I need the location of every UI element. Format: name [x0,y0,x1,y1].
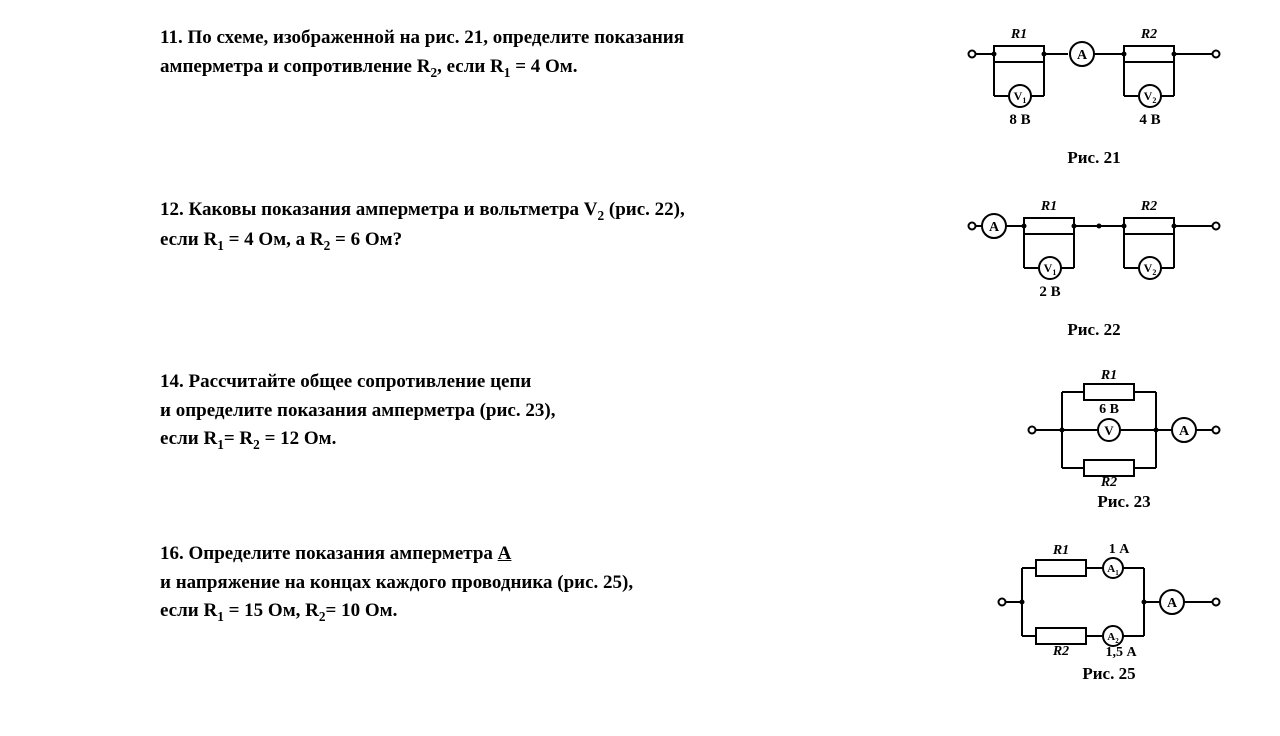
p14-l3a: если R [160,428,217,449]
problem-14: 14. Рассчитайте общее сопротивление цепи… [160,368,1224,512]
f25-r1-label: R1 [1052,543,1069,558]
f21-v2-reading: 4 В [1139,112,1160,128]
figure-21: R1 R2 А V1 V2 8 В 4 В Рис. 21 [964,24,1224,168]
f21-ammeter-label: А [1077,48,1088,63]
f25-a-label: А [1167,596,1178,611]
figure-23-caption: Рис. 23 [1024,492,1224,512]
f25-a2-label: А2 [1107,631,1119,645]
p14-l3b: = R [224,428,253,449]
p11-line2b: , если R [437,56,504,77]
problem-16-number: 16. [160,543,184,564]
p12-l2a: если R [160,229,217,250]
p16-l3s1: 1 [217,609,224,624]
p14-l2: и определите показания амперметра (рис. … [160,400,555,421]
f22-r1-label: R1 [1040,199,1057,214]
p16-l3a: если R [160,600,217,621]
figure-25: R1 R2 А1 А2 А 1 А 1,5 А Рис. 25 [994,540,1224,684]
p14-l3s2: 2 [253,437,260,452]
p12-l1a: Каковы показания амперметра и вольтметра… [189,199,598,220]
f25-r2-label: R2 [1052,644,1069,659]
f25-a1-reading: 1 А [1109,542,1131,557]
p12-l2c: = 6 Ом? [330,229,402,250]
p16-l3s2: 2 [319,609,326,624]
problem-11-number: 11. [160,27,183,48]
p14-l3s1: 1 [217,437,224,452]
page: 11. По схеме, изображенной на рис. 21, о… [0,0,1280,736]
circuit-22-svg: R1 R2 А V1 V2 2 В [964,196,1224,316]
p14-l1: Рассчитайте общее сопротивление цепи [189,371,532,392]
circuit-23-svg: R1 R2 6 В V А [1024,368,1224,488]
p16-l1a: Определите показания амперметра [189,543,498,564]
f22-v2-label: V2 [1144,261,1157,277]
problem-12-text: 12. Каковы показания амперметра и вольтм… [160,196,940,255]
p16-l3b: = 15 Ом, R [224,600,319,621]
circuit-21-svg: R1 R2 А V1 V2 8 В 4 В [964,24,1224,144]
problem-12: 12. Каковы показания амперметра и вольтм… [160,196,1224,340]
figure-22-caption: Рис. 22 [964,320,1224,340]
p11-line2c: = 4 Ом. [510,56,577,77]
problem-16: 16. Определите показания амперметра А и … [160,540,1224,684]
problem-14-number: 14. [160,371,184,392]
f23-v-label: V [1104,423,1114,438]
f21-r2-label: R2 [1140,27,1157,42]
figure-22: R1 R2 А V1 V2 2 В Рис. 22 [964,196,1224,340]
p16-l3c: = 10 Ом. [326,600,398,621]
f21-v1-reading: 8 В [1009,112,1030,128]
p11-line2a: амперметра и сопротивление R [160,56,430,77]
p12-l2b: = 4 Ом, а R [224,229,324,250]
p11-line1: По схеме, изображенной на рис. 21, опред… [187,27,684,48]
problem-11: 11. По схеме, изображенной на рис. 21, о… [160,24,1224,168]
p14-l3c: = 12 Ом. [260,428,337,449]
problem-12-number: 12. [160,199,184,220]
figure-23: R1 R2 6 В V А Рис. 23 [1024,368,1224,512]
circuit-25-svg: R1 R2 А1 А2 А 1 А 1,5 А [994,540,1224,660]
figure-21-caption: Рис. 21 [964,148,1224,168]
f22-v1-reading: 2 В [1039,284,1060,300]
f23-ammeter-label: А [1179,424,1190,439]
p16-l2: и напряжение на концах каждого проводник… [160,572,633,593]
p12-l1b: (рис. 22), [604,199,685,220]
f25-a1-label: А1 [1107,563,1119,577]
f21-r1-label: R1 [1010,27,1027,42]
f23-v-reading: 6 В [1099,402,1119,417]
f21-v2-label: V2 [1144,89,1157,105]
f22-v1-label: V1 [1044,261,1057,277]
f22-ammeter-label: А [989,220,1000,235]
f25-a2-reading: 1,5 А [1105,645,1137,660]
f21-v1-label: V1 [1014,89,1027,105]
figure-25-caption: Рис. 25 [994,664,1224,684]
f23-r2-label: R2 [1100,475,1117,488]
p16-l1u: А [498,543,512,564]
f22-r2-label: R2 [1140,199,1157,214]
p12-l2s1: 1 [217,238,224,253]
problem-16-text: 16. Определите показания амперметра А и … [160,540,970,627]
problem-11-text: 11. По схеме, изображенной на рис. 21, о… [160,24,940,82]
problem-14-text: 14. Рассчитайте общее сопротивление цепи… [160,368,1000,455]
f23-r1-label: R1 [1100,368,1117,383]
